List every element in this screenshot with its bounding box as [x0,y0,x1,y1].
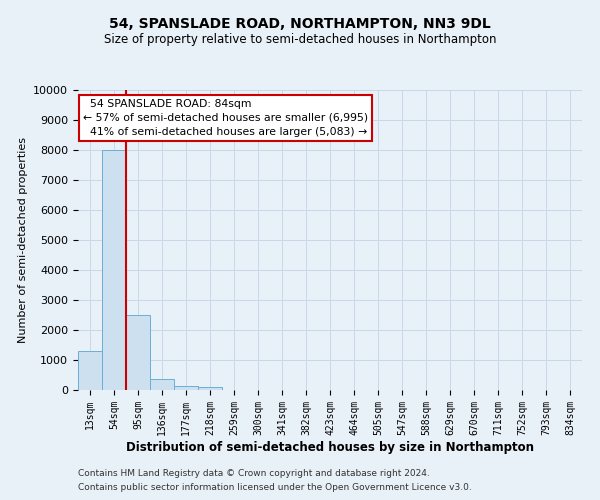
Text: Contains HM Land Registry data © Crown copyright and database right 2024.: Contains HM Land Registry data © Crown c… [78,468,430,477]
Y-axis label: Number of semi-detached properties: Number of semi-detached properties [18,137,28,343]
Bar [198,387,222,390]
Bar [150,378,174,390]
X-axis label: Distribution of semi-detached houses by size in Northampton: Distribution of semi-detached houses by … [126,440,534,454]
Bar [78,351,102,390]
Text: Contains public sector information licensed under the Open Government Licence v3: Contains public sector information licen… [78,484,472,492]
Text: 54 SPANSLADE ROAD: 84sqm  
← 57% of semi-detached houses are smaller (6,995)
  4: 54 SPANSLADE ROAD: 84sqm ← 57% of semi-d… [83,99,368,137]
Bar [126,315,150,390]
Bar [174,386,198,390]
Text: Size of property relative to semi-detached houses in Northampton: Size of property relative to semi-detach… [104,32,496,46]
Bar [102,150,126,390]
Text: 54, SPANSLADE ROAD, NORTHAMPTON, NN3 9DL: 54, SPANSLADE ROAD, NORTHAMPTON, NN3 9DL [109,18,491,32]
